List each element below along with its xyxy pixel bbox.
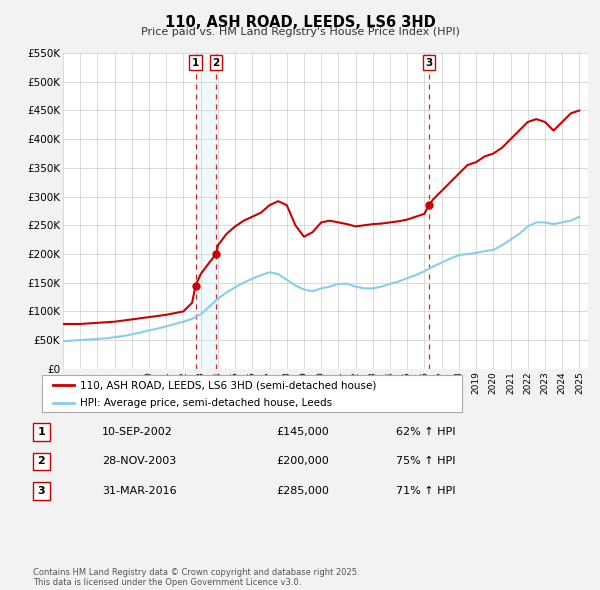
- Text: 62% ↑ HPI: 62% ↑ HPI: [396, 427, 455, 437]
- Text: 10-SEP-2002: 10-SEP-2002: [102, 427, 173, 437]
- Text: 1: 1: [38, 427, 45, 437]
- Text: Price paid vs. HM Land Registry's House Price Index (HPI): Price paid vs. HM Land Registry's House …: [140, 27, 460, 37]
- Text: 28-NOV-2003: 28-NOV-2003: [102, 457, 176, 466]
- Text: £285,000: £285,000: [276, 486, 329, 496]
- Text: HPI: Average price, semi-detached house, Leeds: HPI: Average price, semi-detached house,…: [80, 398, 332, 408]
- Bar: [196, 53, 216, 369]
- Text: 1: 1: [192, 58, 199, 68]
- Text: 71% ↑ HPI: 71% ↑ HPI: [396, 486, 455, 496]
- Text: 2: 2: [38, 457, 45, 466]
- Text: 110, ASH ROAD, LEEDS, LS6 3HD (semi-detached house): 110, ASH ROAD, LEEDS, LS6 3HD (semi-deta…: [80, 381, 376, 391]
- Text: £145,000: £145,000: [276, 427, 329, 437]
- Text: 2: 2: [212, 58, 220, 68]
- Text: 110, ASH ROAD, LEEDS, LS6 3HD: 110, ASH ROAD, LEEDS, LS6 3HD: [164, 15, 436, 30]
- Text: 3: 3: [425, 58, 433, 68]
- Text: 31-MAR-2016: 31-MAR-2016: [102, 486, 176, 496]
- Text: Contains HM Land Registry data © Crown copyright and database right 2025.
This d: Contains HM Land Registry data © Crown c…: [33, 568, 359, 587]
- Text: 3: 3: [38, 486, 45, 496]
- Text: £200,000: £200,000: [276, 457, 329, 466]
- Text: 75% ↑ HPI: 75% ↑ HPI: [396, 457, 455, 466]
